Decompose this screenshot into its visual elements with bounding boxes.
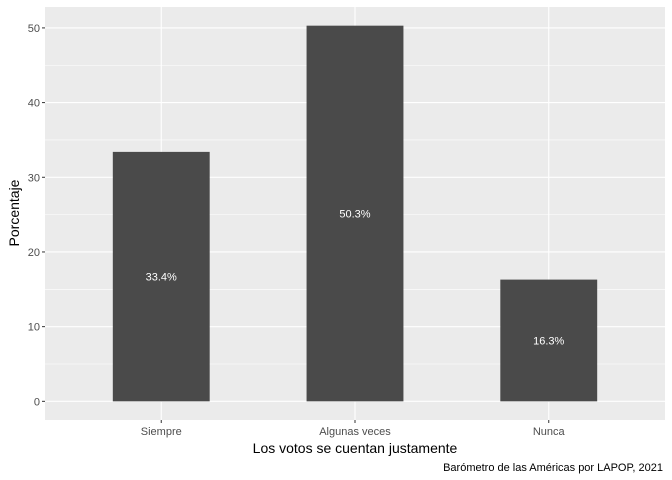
x-axis-title: Los votos se cuentan justamente	[253, 440, 458, 456]
y-tick-label: 20	[28, 247, 40, 259]
y-axis-ticks: 0 10 20 30 40 50	[28, 23, 45, 408]
x-tick-label: Siempre	[141, 426, 182, 438]
bar	[306, 25, 404, 402]
chart-caption: Barómetro de las Américas por LAPOP, 202…	[443, 462, 663, 474]
x-tick-label: Algunas veces	[319, 426, 391, 438]
bar	[112, 151, 210, 402]
y-tick-label: 40	[28, 98, 40, 110]
bar-value-label: 33.4%	[146, 272, 177, 284]
x-tick-label: Nunca	[533, 426, 566, 438]
y-axis-title: Porcentaje	[6, 179, 22, 246]
x-axis-ticks: Siempre Algunas veces Nunca	[141, 420, 566, 438]
y-tick-label: 50	[28, 23, 40, 35]
y-tick-label: 0	[34, 396, 40, 408]
bars	[112, 25, 598, 402]
bar-value-label: 16.3%	[533, 335, 564, 347]
data-labels: 33.4% 50.3% 16.3%	[146, 209, 565, 348]
bar	[500, 279, 598, 402]
y-tick-label: 30	[28, 172, 40, 184]
bar-value-label: 50.3%	[339, 209, 370, 221]
y-tick-label: 10	[28, 322, 40, 334]
